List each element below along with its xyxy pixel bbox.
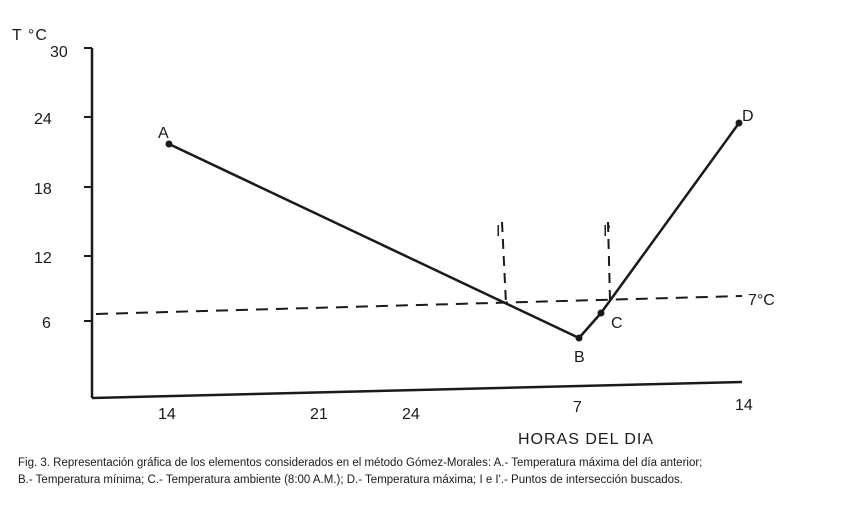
y-tick-label-18: 18 xyxy=(34,181,52,198)
caption-line-1: Fig. 3. Representación gráfica de los el… xyxy=(18,457,703,469)
intersection-label-i: I xyxy=(496,223,500,240)
x-axis-title: HORAS DEL DIA xyxy=(518,431,654,448)
data-point-d xyxy=(735,119,743,127)
y-tick-label-12: 12 xyxy=(34,250,52,267)
x-axis xyxy=(91,380,743,400)
data-point-c xyxy=(597,309,605,317)
temperature-chart: T °C HORAS DEL DIA 6 12 18 24 30 14 21 2… xyxy=(12,27,775,448)
intersection-label-i-prime: I' xyxy=(603,223,611,240)
point-label-c: C xyxy=(611,315,623,332)
caption-line-2: B.- Temperatura mínima; C.- Temperatura … xyxy=(18,474,684,486)
point-label-d: D xyxy=(742,108,754,125)
series-line-c-d xyxy=(599,122,741,314)
y-axis-title: T °C xyxy=(12,27,48,44)
intersection-line-i-prime xyxy=(607,221,611,301)
y-tick-label-30: 30 xyxy=(50,44,68,61)
x-tick-label-24: 24 xyxy=(402,406,420,423)
x-tick-label-7: 7 xyxy=(573,399,582,416)
point-label-b: B xyxy=(574,349,585,366)
reference-line-label: 7°C xyxy=(748,292,775,309)
data-point-a xyxy=(165,140,173,148)
series-line-b-c xyxy=(578,312,602,339)
intersection-line-i xyxy=(501,221,507,305)
point-label-a: A xyxy=(158,125,169,142)
x-tick-label-21: 21 xyxy=(310,406,328,423)
reference-line-7c xyxy=(95,295,743,315)
x-tick-label-14-end: 14 xyxy=(735,397,753,414)
x-tick-label-14-start: 14 xyxy=(158,406,176,423)
y-tick-label-6: 6 xyxy=(42,315,51,332)
y-tick-label-24: 24 xyxy=(34,111,52,128)
series-line-a-b xyxy=(168,142,580,340)
data-point-b xyxy=(575,334,583,342)
figure-caption: Fig. 3. Representación gráfica de los el… xyxy=(18,455,848,489)
